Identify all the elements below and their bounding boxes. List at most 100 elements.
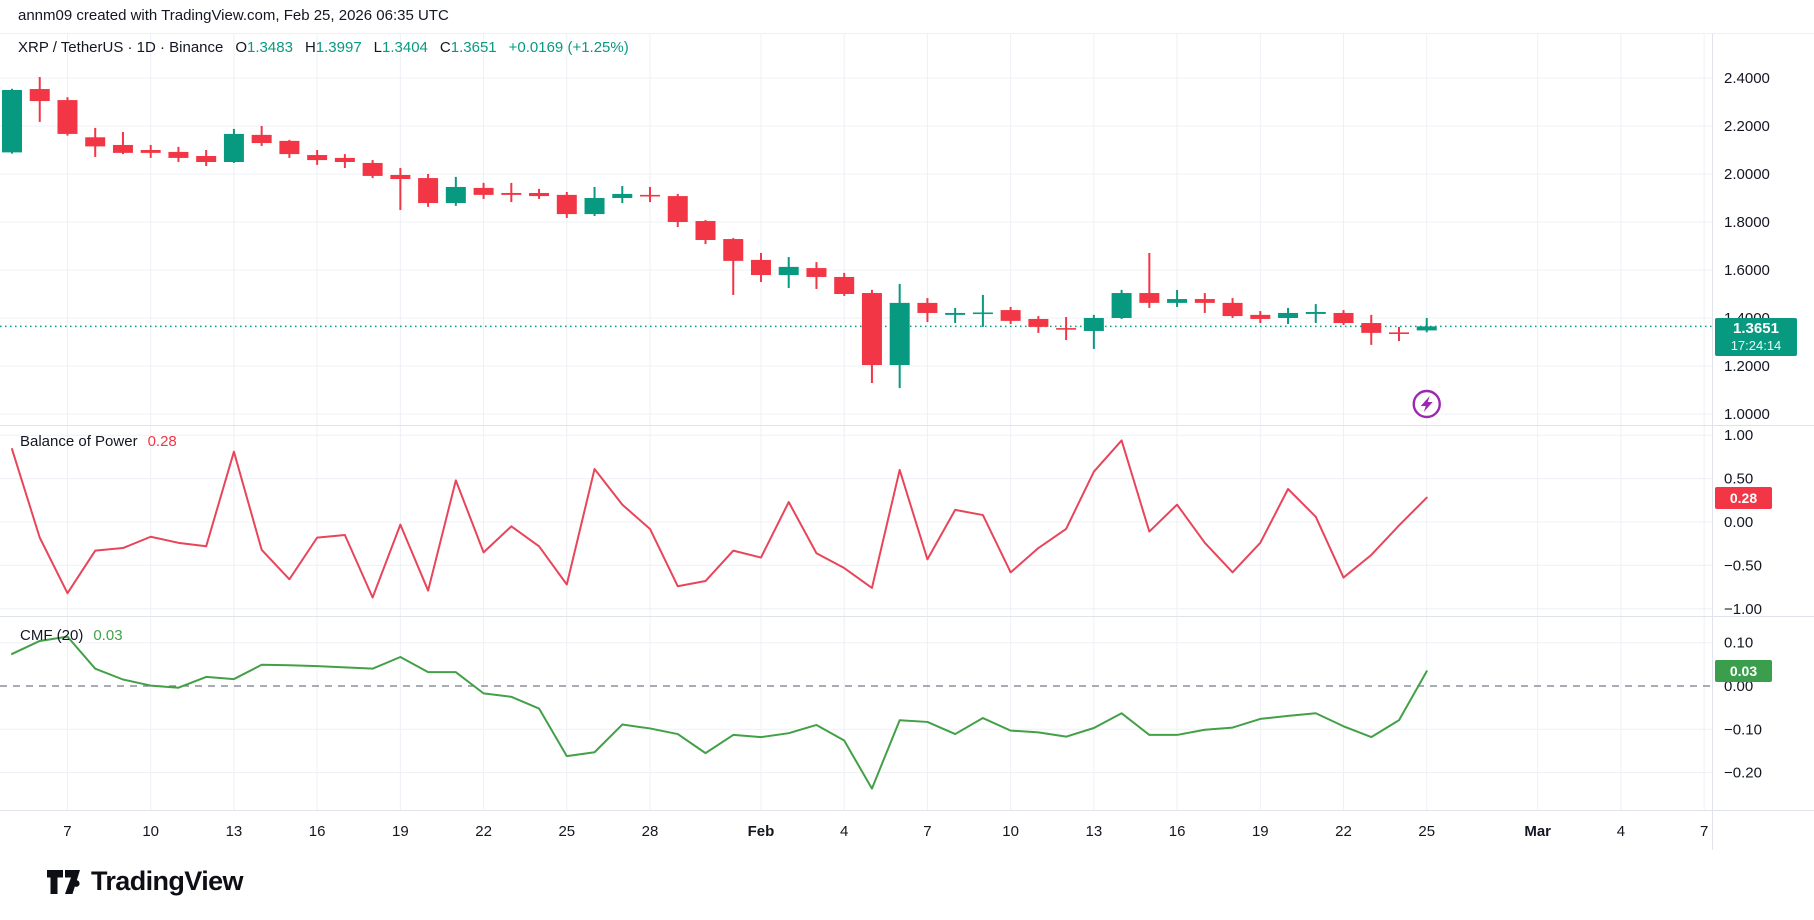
candle-body[interactable] xyxy=(834,276,855,294)
candle-body[interactable] xyxy=(168,151,189,158)
bar-countdown: 17:24:14 xyxy=(1730,338,1782,353)
x-axis-tick: 16 xyxy=(1169,823,1186,840)
candle-body[interactable] xyxy=(1222,302,1243,317)
cmf-indicator-label[interactable]: CMF (20) 0.03 xyxy=(20,627,123,644)
candle-body[interactable] xyxy=(57,100,78,134)
candle-body[interactable] xyxy=(1056,328,1077,330)
candle-body[interactable] xyxy=(196,156,217,162)
x-axis-tick: 10 xyxy=(1002,823,1019,840)
last-price-value: 1.3651 xyxy=(1733,320,1779,337)
candle-body[interactable] xyxy=(29,89,50,102)
cmf-tick: 0.00 xyxy=(1724,678,1753,695)
candle-body[interactable] xyxy=(223,133,244,162)
candle-body[interactable] xyxy=(1278,312,1299,318)
x-axis-tick: 13 xyxy=(226,823,243,840)
candle-body[interactable] xyxy=(640,194,661,197)
symbol-title[interactable]: XRP / TetherUS · 1D · Binance xyxy=(18,39,224,56)
candle-body[interactable] xyxy=(2,90,22,153)
x-axis-tick: Feb xyxy=(748,823,775,840)
candle-body[interactable] xyxy=(251,134,272,144)
flash-icon-bolt xyxy=(1420,396,1433,412)
candle-body[interactable] xyxy=(778,266,799,276)
x-axis-tick: 7 xyxy=(63,823,71,840)
bop-tick: 0.00 xyxy=(1724,514,1753,531)
candle-body[interactable] xyxy=(584,198,605,215)
candle-body[interactable] xyxy=(556,194,577,215)
price-tick: 1.2000 xyxy=(1724,358,1770,375)
x-axis-tick: 19 xyxy=(1252,823,1269,840)
price-tick: 1.8000 xyxy=(1724,214,1770,231)
bop-tick: 0.50 xyxy=(1724,471,1753,488)
cmf-badge-text: 0.03 xyxy=(1729,663,1758,679)
open-label: O xyxy=(235,39,248,56)
candle-body[interactable] xyxy=(1000,310,1021,321)
price-tick: 1.0000 xyxy=(1724,406,1770,423)
x-axis-tick: 10 xyxy=(142,823,159,840)
bop-indicator-name: Balance of Power xyxy=(20,433,138,450)
x-axis-tick: 22 xyxy=(475,823,492,840)
x-axis-tick: 16 xyxy=(309,823,326,840)
candle-body[interactable] xyxy=(806,268,827,277)
candle-body[interactable] xyxy=(501,192,522,195)
candle-body[interactable] xyxy=(307,155,328,161)
candle-body[interactable] xyxy=(972,312,993,315)
candle-body[interactable] xyxy=(861,293,882,366)
x-axis-tick: 25 xyxy=(1418,823,1435,840)
tradingview-logo[interactable]: TradingView xyxy=(46,866,244,897)
candle-body[interactable] xyxy=(695,221,716,240)
candle-body[interactable] xyxy=(1250,314,1271,319)
x-axis-tick: 4 xyxy=(1617,823,1625,840)
bop-indicator-label[interactable]: Balance of Power 0.28 xyxy=(20,433,177,450)
price-tick: 2.4000 xyxy=(1724,70,1770,87)
low-value: 1.3404 xyxy=(382,39,428,56)
candle-body[interactable] xyxy=(1305,312,1326,314)
bop-tick: −1.00 xyxy=(1724,601,1762,618)
candle-body[interactable] xyxy=(1333,312,1354,324)
candle-body[interactable] xyxy=(612,193,633,198)
cmf-indicator-name: CMF (20) xyxy=(20,627,84,644)
candle-body[interactable] xyxy=(473,187,494,195)
candle-body[interactable] xyxy=(723,239,744,261)
candle-body[interactable] xyxy=(1361,323,1382,333)
attribution-bar: annm09 created with TradingView.com, Feb… xyxy=(0,0,1814,34)
bop-line[interactable] xyxy=(11,439,1428,599)
cmf-line[interactable] xyxy=(11,635,1428,790)
candle-body[interactable] xyxy=(1194,299,1215,303)
bop-tick: 1.00 xyxy=(1724,427,1753,444)
candle-body[interactable] xyxy=(85,137,106,147)
candle-body[interactable] xyxy=(1139,293,1160,303)
candle-body[interactable] xyxy=(667,196,688,222)
x-axis-tick: Mar xyxy=(1524,823,1551,840)
candle-body[interactable] xyxy=(917,302,938,313)
candle-body[interactable] xyxy=(334,157,355,162)
price-tick: 1.6000 xyxy=(1724,262,1770,279)
x-axis-tick: 13 xyxy=(1086,823,1103,840)
candle-body[interactable] xyxy=(1111,293,1132,318)
candle-body[interactable] xyxy=(1389,332,1409,334)
candle-body[interactable] xyxy=(889,302,910,366)
low-label: L xyxy=(373,39,383,56)
x-axis-tick: 19 xyxy=(392,823,409,840)
attribution-text: annm09 created with TradingView.com, Feb… xyxy=(18,7,449,24)
candle-body[interactable] xyxy=(1167,299,1188,303)
candle-body[interactable] xyxy=(945,312,966,315)
candle-body[interactable] xyxy=(445,186,466,204)
x-axis-tick: 7 xyxy=(923,823,931,840)
x-axis-tick: 28 xyxy=(642,823,659,840)
candle-body[interactable] xyxy=(1416,326,1437,331)
candle-body[interactable] xyxy=(418,178,439,204)
candle-body[interactable] xyxy=(1028,318,1049,327)
candle-body[interactable] xyxy=(750,259,771,276)
candle-body[interactable] xyxy=(279,140,300,155)
high-value: 1.3997 xyxy=(315,39,362,56)
candle-body[interactable] xyxy=(112,144,133,153)
cmf-tick: −0.20 xyxy=(1724,765,1762,782)
price-tick: 2.0000 xyxy=(1724,166,1770,183)
candle-body[interactable] xyxy=(1083,318,1104,331)
candle-body[interactable] xyxy=(529,192,550,197)
candle-body[interactable] xyxy=(390,174,411,180)
x-axis-tick: 7 xyxy=(1700,823,1708,840)
candle-body[interactable] xyxy=(362,162,383,176)
candle-body[interactable] xyxy=(140,150,161,153)
